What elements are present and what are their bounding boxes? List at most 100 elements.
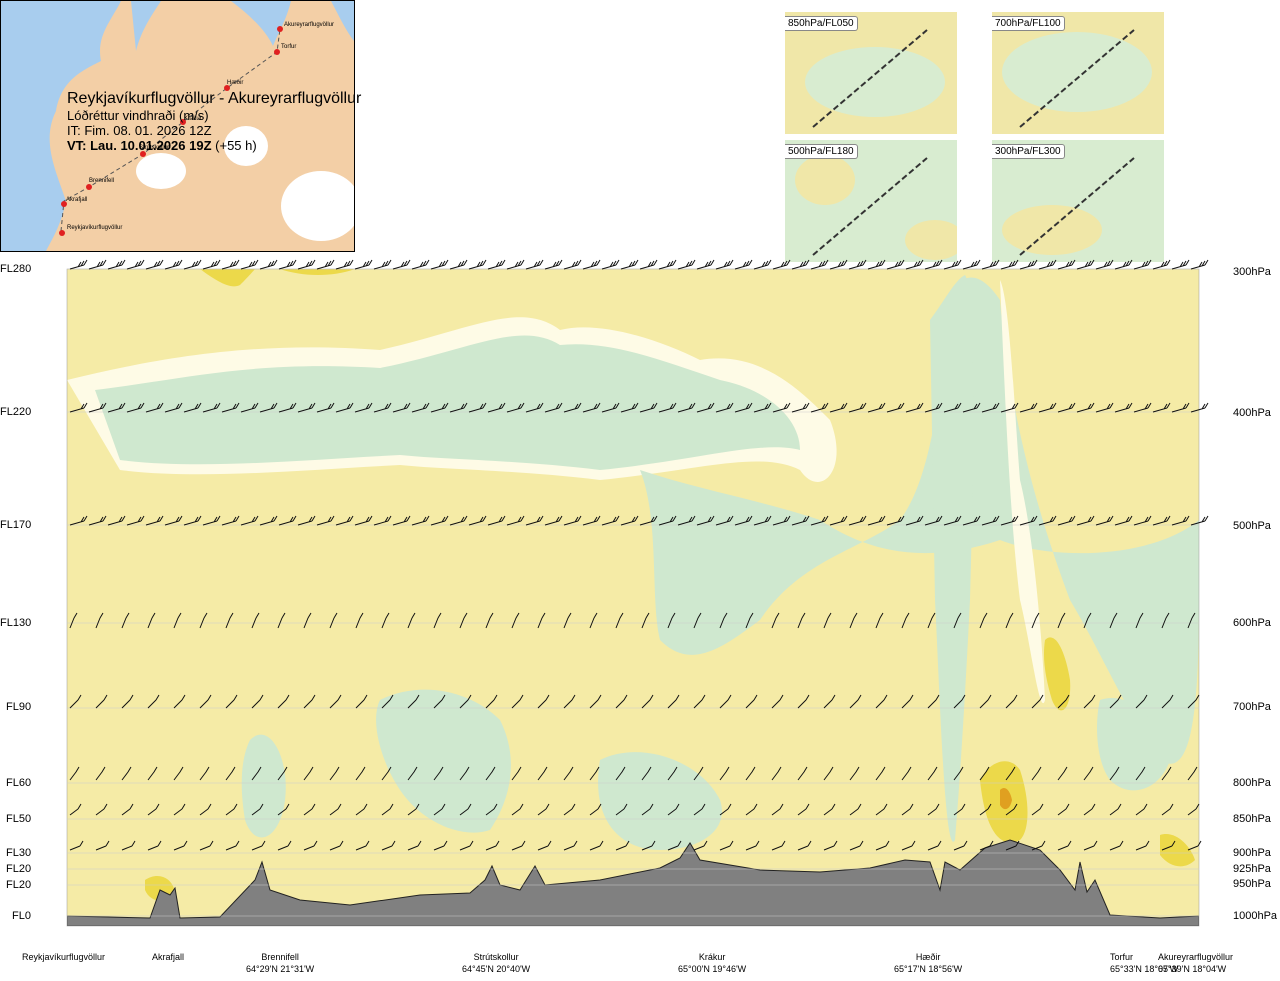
fl-label: FL170: [0, 519, 32, 531]
wind-barb: [468, 515, 487, 526]
wind-barb: [1083, 694, 1096, 709]
wind-barb: [696, 515, 715, 526]
wind-barb: [1076, 515, 1095, 526]
hpa-label: 900hPa: [1233, 847, 1271, 859]
wind-barb: [719, 803, 732, 816]
wind-barb: [303, 694, 316, 709]
mini-map-500: 500hPa/FL180: [785, 140, 957, 262]
wind-barb: [1187, 840, 1202, 851]
wind-barb: [433, 694, 446, 709]
wind-barb: [715, 259, 734, 270]
wind-barb: [734, 402, 753, 413]
wind-barb: [823, 803, 836, 816]
wind-barb: [849, 694, 862, 709]
wind-barb: [433, 766, 444, 781]
wind-barb: [745, 694, 758, 709]
wind-barb: [563, 766, 574, 781]
wind-barb: [225, 840, 240, 851]
wind-barb: [430, 402, 449, 413]
wind-barb: [641, 612, 650, 629]
wind-barb: [506, 515, 525, 526]
wind-barb: [121, 840, 136, 851]
wind-barb: [943, 259, 962, 270]
wind-barb: [810, 259, 829, 270]
wind-barb: [667, 612, 676, 629]
route-title: Reykjavíkurflugvöllur - Akureyrarflugvöl…: [67, 90, 362, 107]
wind-barb: [771, 694, 784, 709]
hpa-label: 950hPa: [1233, 878, 1271, 890]
wind-barb: [589, 766, 600, 781]
wind-barb: [639, 515, 658, 526]
wind-barb: [943, 402, 962, 413]
wind-barb: [373, 402, 392, 413]
wind-barb: [771, 766, 782, 781]
wind-barb: [1057, 694, 1070, 709]
wind-barb: [1135, 766, 1146, 781]
wind-barb: [355, 840, 370, 851]
wind-barb: [329, 766, 340, 781]
wind-barb: [1083, 803, 1096, 816]
wind-barb: [407, 766, 418, 781]
wind-barb: [563, 840, 578, 851]
wind-barb: [69, 515, 88, 526]
wind-barb: [677, 259, 696, 270]
wind-barb: [392, 402, 411, 413]
wind-barb: [1109, 766, 1120, 781]
wind-barb: [563, 803, 576, 816]
wind-barb: [677, 515, 696, 526]
wind-barb: [277, 694, 290, 709]
wind-barb: [329, 840, 344, 851]
wind-barb: [639, 259, 658, 270]
wind-barb: [544, 259, 563, 270]
wind-barb: [107, 259, 126, 270]
wind-barb: [407, 803, 420, 816]
wind-barb: [316, 259, 335, 270]
wind-barb: [1171, 259, 1190, 270]
wind-barb: [251, 766, 262, 781]
hpa-label: 800hPa: [1233, 777, 1271, 789]
wind-barb: [849, 612, 858, 629]
wind-barb: [924, 259, 943, 270]
title-block: Reykjavíkurflugvöllur - Akureyrarflugvöl…: [67, 90, 361, 153]
wind-barb: [1161, 840, 1176, 851]
wind-barb: [485, 694, 498, 709]
fl-label: FL20: [6, 879, 32, 891]
wind-barb: [1190, 515, 1209, 526]
wind-barb: [658, 259, 677, 270]
wind-barb: [544, 402, 563, 413]
wind-barb: [1057, 612, 1066, 629]
wind-barb: [867, 402, 886, 413]
wind-barb: [615, 612, 624, 629]
wind-barb: [459, 840, 474, 851]
wind-barb: [278, 259, 297, 270]
wind-barb: [979, 694, 992, 709]
wind-barb: [354, 515, 373, 526]
wind-barb: [1135, 803, 1148, 816]
wind-barb: [719, 612, 728, 629]
wind-barb: [791, 402, 810, 413]
wind-barb: [485, 612, 494, 629]
wind-barb: [537, 694, 550, 709]
wind-barb: [297, 259, 316, 270]
wind-barb: [221, 402, 240, 413]
wind-barb: [411, 515, 430, 526]
wind-barb: [459, 694, 472, 709]
wind-barb: [849, 803, 862, 816]
wind-barb: [1095, 515, 1114, 526]
map-wp: Akureyrarflugvöllur: [284, 22, 334, 28]
wind-barb: [259, 259, 278, 270]
wind-barb: [95, 694, 108, 709]
wind-barb: [468, 259, 487, 270]
wind-barb: [147, 840, 162, 851]
hpa-label: 400hPa: [1233, 407, 1271, 419]
wind-barb: [487, 515, 506, 526]
wind-barb: [297, 402, 316, 413]
wind-barb: [745, 803, 758, 816]
wind-barb: [641, 803, 654, 816]
wind-barb: [240, 515, 259, 526]
wind-barb: [1114, 402, 1133, 413]
wind-barb: [589, 840, 604, 851]
wind-barb: [667, 766, 678, 781]
station-label: Krákur 65°00'N 19°46'W: [678, 952, 747, 974]
wind-barb: [658, 402, 677, 413]
